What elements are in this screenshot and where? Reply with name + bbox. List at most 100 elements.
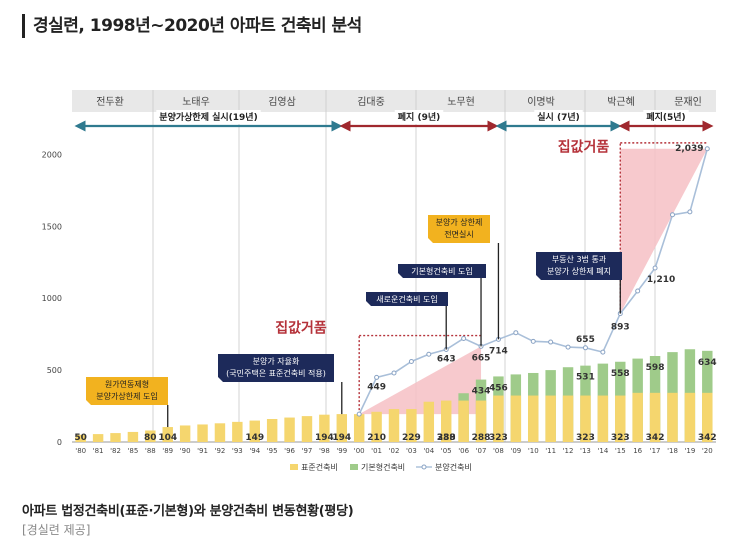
data-label: 434 [472, 387, 491, 397]
standard-cost-bar [284, 417, 295, 442]
data-label: 323 [576, 433, 595, 443]
x-tick-label: '94 [249, 447, 260, 455]
page-title: 경실련, 1998년~2020년 아파트 건축비 분석 [22, 14, 362, 38]
standard-cost-bar [493, 395, 504, 442]
president-band [72, 90, 716, 112]
standard-cost-bar [336, 414, 348, 442]
chart-caption: 아파트 법정건축비(표준·기본형)와 분양건축비 변동현황(평당) [22, 504, 354, 519]
policy-period-label: 실시 (7년) [537, 111, 579, 123]
standard-cost-bar [632, 392, 643, 442]
standard-cost-bar [423, 401, 435, 442]
annotation-text: 분양가상한제 도입 [96, 391, 157, 401]
price-bubble-area-1 [359, 346, 482, 415]
sale-cost-point [513, 330, 519, 336]
sale-cost-point [600, 349, 606, 355]
x-tick-label: '13 [580, 447, 591, 455]
standard-cost-bar [92, 434, 104, 442]
standard-cost-bar [702, 392, 713, 442]
policy-period-label: 폐지 (9년) [398, 111, 440, 123]
x-tick-label: '99 [336, 447, 347, 455]
y-tick-label: 1500 [42, 222, 62, 231]
annotation-box [366, 292, 448, 306]
data-label: 194 [315, 433, 334, 443]
x-tick-label: '12 [563, 447, 574, 455]
standard-cost-bar [179, 425, 191, 442]
x-tick-label: '10 [528, 447, 539, 455]
x-tick-label: '17 [650, 447, 661, 455]
x-tick-label: '92 [215, 447, 226, 455]
standard-cost-bar [458, 400, 469, 442]
president-label: 노무현 [447, 96, 475, 108]
annotation-box [428, 215, 490, 243]
x-tick-label: '00 [354, 447, 365, 455]
standard-cost-bar [232, 421, 243, 442]
standard-cost-bar [319, 414, 330, 442]
data-label: 149 [245, 433, 264, 443]
annotation-box [398, 264, 486, 278]
x-tick-label: '04 [423, 447, 434, 455]
data-label: 1,210 [647, 275, 675, 285]
standard-cost-bar [615, 395, 626, 442]
x-tick-label: '15 [615, 447, 626, 455]
data-label: 893 [611, 323, 630, 333]
standard-cost-bar [197, 424, 208, 442]
x-tick-label: '20 [702, 447, 713, 455]
standard-cost-bar [353, 414, 365, 442]
price-bubble-label: 집값거품 [275, 320, 327, 337]
annotation-text: 기본형건축비 도입 [411, 266, 472, 276]
x-tick-label: '82 [110, 447, 121, 455]
data-label: 323 [489, 433, 508, 443]
x-tick-label: '07 [476, 447, 487, 455]
sale-cost-point [635, 288, 641, 294]
standard-cost-bar [406, 409, 417, 442]
data-label: 456 [489, 383, 508, 393]
sale-cost-point [687, 209, 693, 215]
data-label: 288 [437, 433, 456, 443]
sale-cost-point [565, 344, 571, 350]
annotation-text: 원가연동제형 [105, 380, 149, 389]
standard-cost-bar [162, 427, 173, 442]
x-tick-label: '01 [371, 447, 382, 455]
annotation-text: 분양가 자율화 [253, 357, 300, 366]
president-label: 이명박 [527, 96, 555, 108]
x-tick-label: '18 [667, 447, 678, 455]
data-label: 342 [646, 433, 665, 443]
standard-cost-bar [249, 420, 260, 442]
data-label: 643 [437, 355, 456, 365]
x-tick-label: '03 [406, 447, 417, 455]
policy-period-label: 분양가상한제 실시(19년) [159, 111, 257, 123]
y-tick-label: 500 [47, 366, 62, 375]
price-bubble-area-2 [620, 148, 708, 314]
standard-cost-bar [388, 409, 400, 442]
data-label: 80 [144, 433, 157, 443]
x-tick-label: '88 [145, 447, 156, 455]
annotation-text: 분양가 상한제 [436, 217, 483, 227]
annotation-text: 부동산 3법 통과 [552, 254, 607, 264]
president-label: 노태우 [182, 96, 210, 108]
x-tick-label: '96 [284, 447, 295, 455]
data-label: 531 [576, 373, 595, 383]
sale-cost-point [461, 335, 467, 341]
data-label: 598 [646, 363, 665, 373]
x-tick-label: '02 [389, 447, 400, 455]
legend-swatch [350, 464, 358, 470]
sale-cost-point [582, 345, 588, 351]
sale-cost-point [408, 358, 414, 364]
data-label: 229 [402, 433, 421, 443]
standard-cost-bar [510, 395, 522, 442]
annotation-box [218, 354, 334, 382]
standard-cost-bar [545, 395, 556, 442]
standard-cost-bar [667, 392, 678, 442]
legend-label: 기본형건축비 [361, 462, 405, 472]
data-label: 194 [332, 433, 351, 443]
sale-cost-point [426, 351, 432, 357]
x-tick-label: '06 [458, 447, 469, 455]
sale-cost-point [652, 265, 658, 271]
standard-cost-bar [75, 434, 86, 442]
president-label: 전두환 [96, 96, 124, 108]
x-tick-label: '11 [545, 447, 556, 455]
standard-cost-bar [528, 395, 539, 442]
y-tick-label: 0 [57, 438, 62, 447]
data-label: 323 [611, 433, 630, 443]
